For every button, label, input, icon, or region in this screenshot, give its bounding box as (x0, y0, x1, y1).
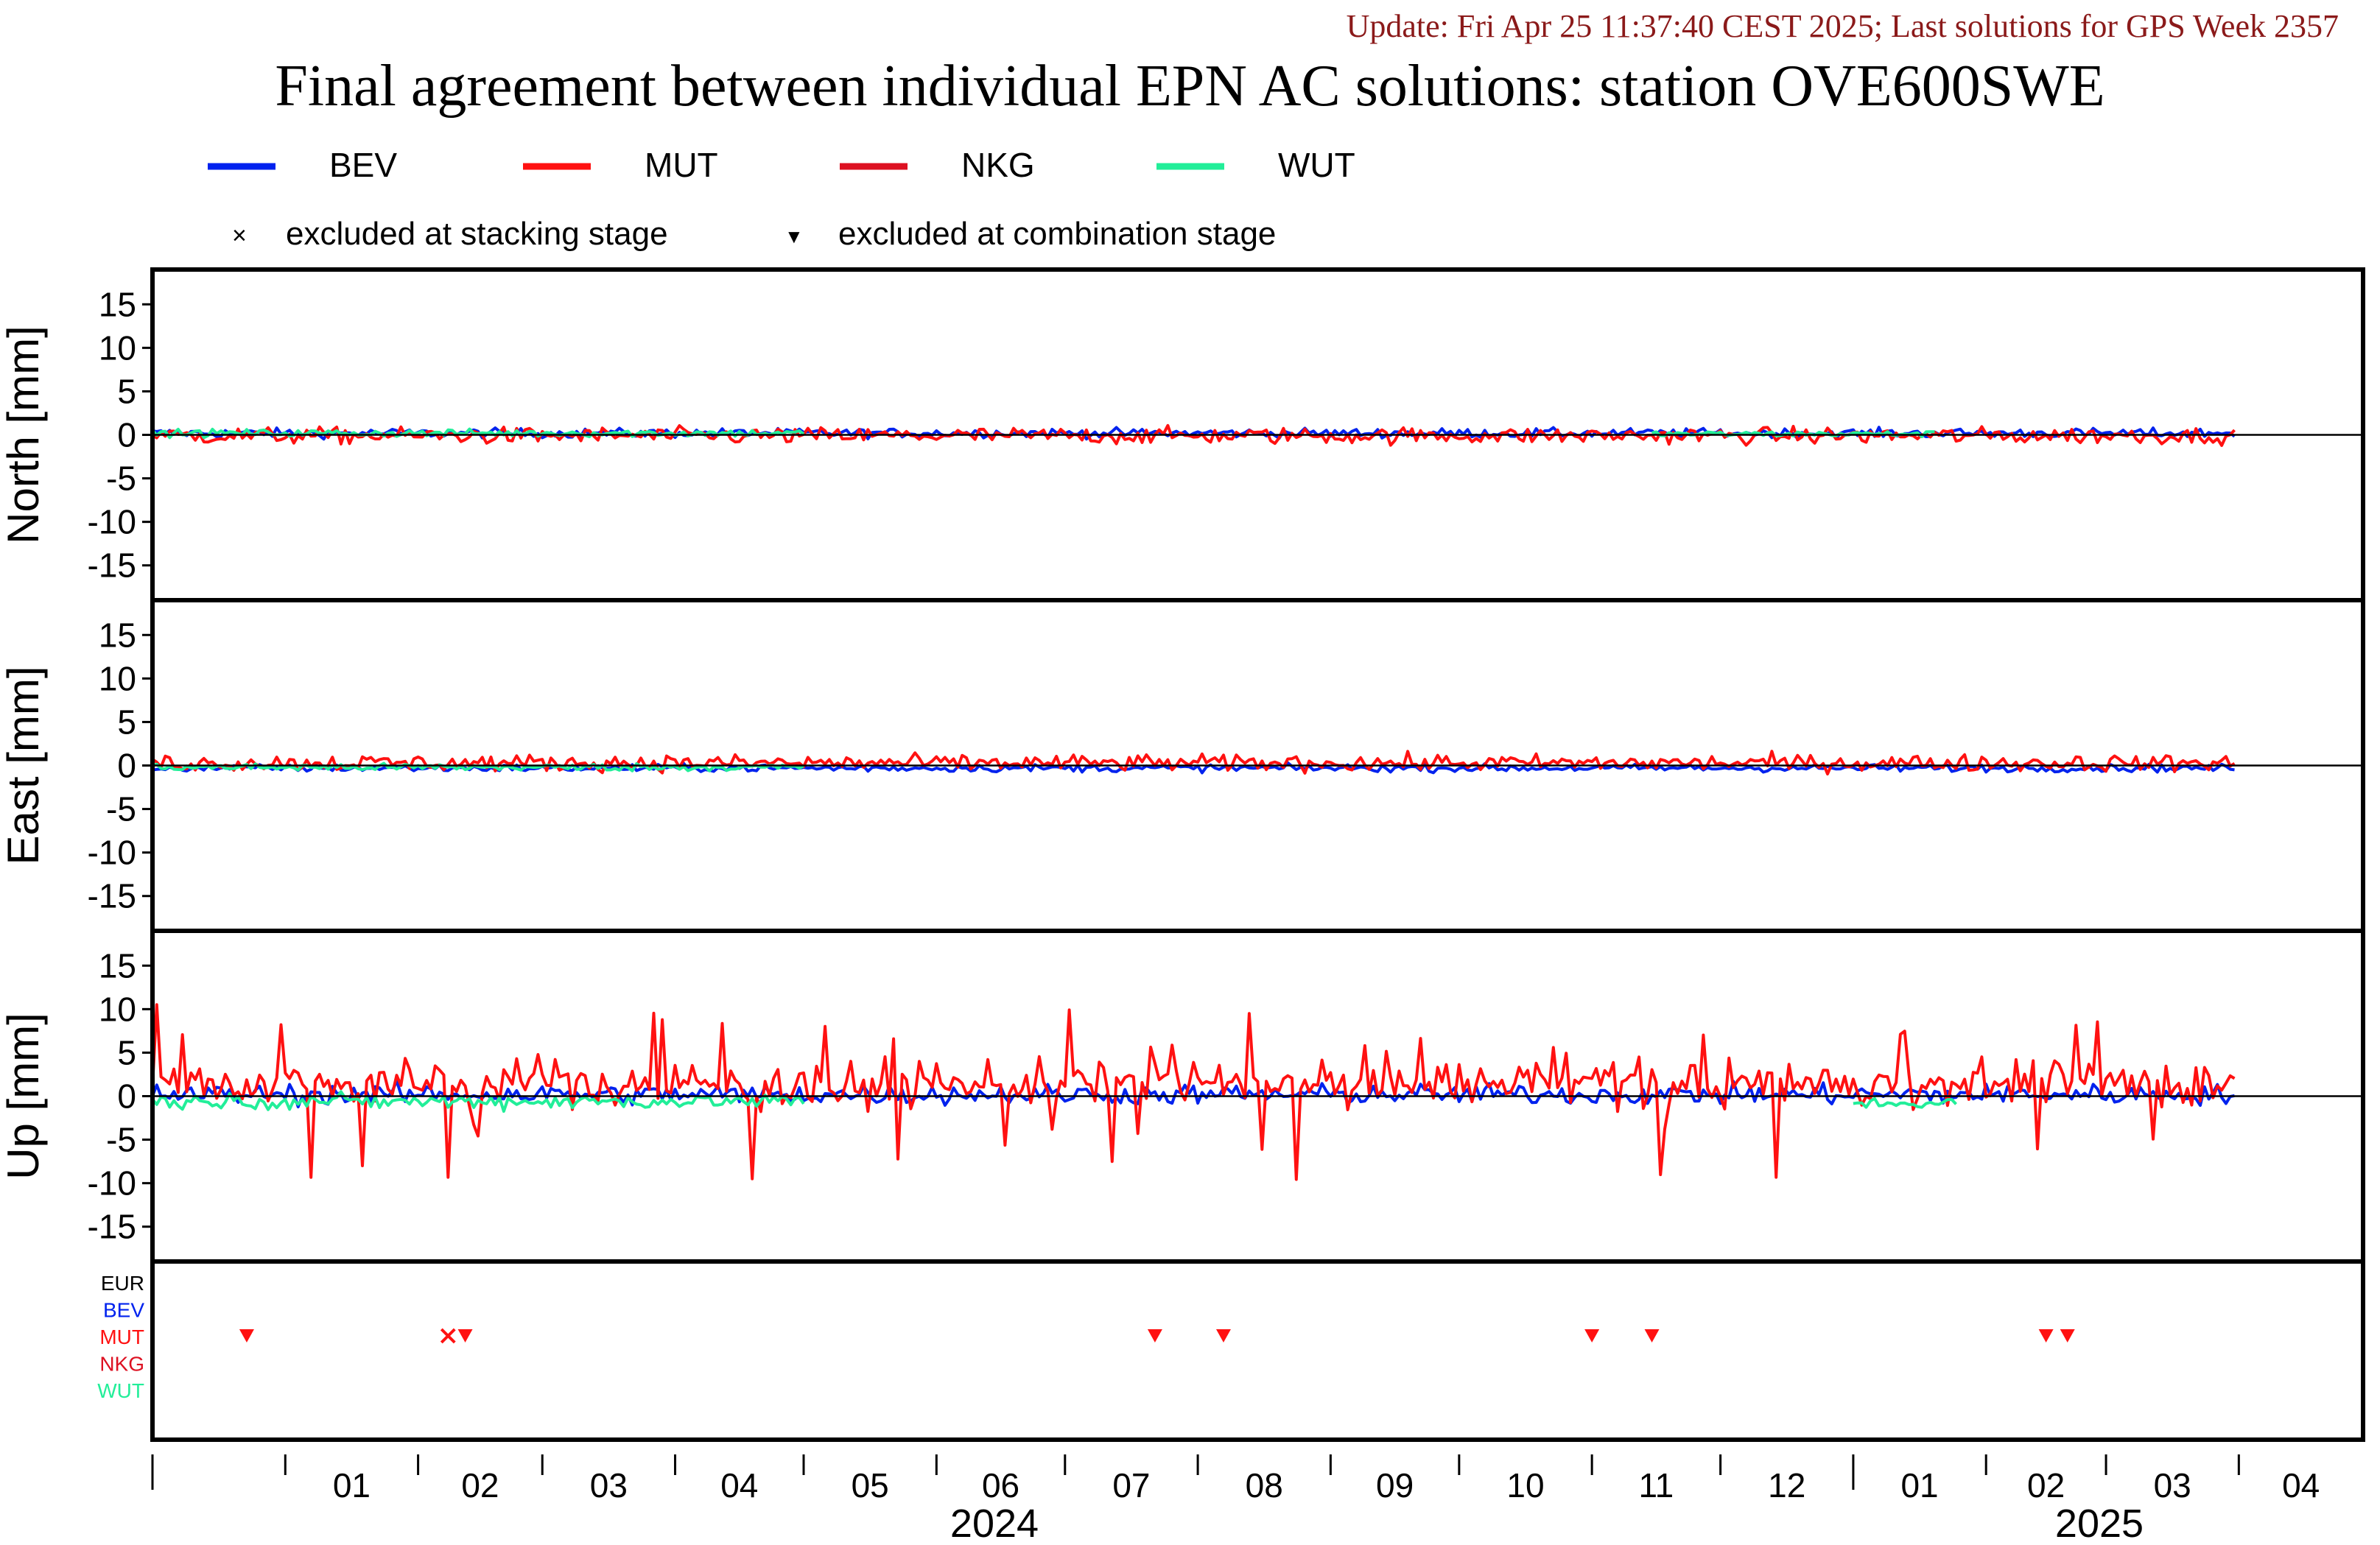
y-tick-label-east: -5 (106, 790, 136, 828)
y-tick-label-north: 15 (99, 285, 136, 323)
exclusion-marker-combination (457, 1329, 473, 1342)
x-month-label: 04 (2282, 1466, 2320, 1504)
y-axis-label-east: East [mm] (0, 666, 48, 865)
exclusion-row-label-mut: MUT (99, 1326, 144, 1348)
exclusion-marker-stacking (440, 1328, 456, 1344)
exclusion-marker-combination (239, 1329, 254, 1342)
exclusion-row-label-eur: EUR (101, 1272, 144, 1295)
exclusion-marker-combination (1147, 1329, 1162, 1342)
x-year-label-2025: 2025 (2055, 1502, 2144, 1545)
y-tick-label-east: 15 (99, 616, 136, 654)
x-month-label: 02 (2027, 1466, 2065, 1504)
x-month-label: 09 (1376, 1466, 1414, 1504)
series-line-up-wut (1853, 1097, 1957, 1109)
x-year-label-2024: 2024 (950, 1502, 1039, 1545)
legend-symbol-stacking: × (232, 222, 247, 250)
y-axis-label-north: North [mm] (0, 325, 48, 544)
y-tick-label-east: -10 (88, 834, 136, 872)
exclusion-marker-combination (2038, 1329, 2054, 1342)
y-tick-label-north: -15 (88, 546, 136, 585)
x-month-label: 01 (1900, 1466, 1938, 1504)
legend-symbol-combination: ▼ (784, 225, 804, 247)
exclusion-row-label-nkg: NKG (99, 1353, 144, 1376)
y-tick-label-up: -15 (88, 1208, 136, 1246)
y-tick-label-east: 0 (117, 747, 136, 785)
legend-label-nkg: NKG (961, 146, 1035, 184)
legend-label-mut: MUT (645, 146, 718, 184)
exclusion-row-label-wut: WUT (97, 1379, 144, 1402)
y-tick-label-north: -5 (106, 460, 136, 498)
x-month-label: 02 (461, 1466, 499, 1504)
legend-label-combination: excluded at combination stage (838, 216, 1276, 252)
x-month-label: 08 (1246, 1466, 1283, 1504)
y-tick-label-north: 5 (117, 372, 136, 410)
y-axis-label-up: Up [mm] (0, 1013, 48, 1180)
x-month-label: 04 (720, 1466, 758, 1504)
legend-label-bev: BEV (329, 146, 397, 184)
exclusion-marker-combination (1584, 1329, 1600, 1342)
x-month-label: 03 (2154, 1466, 2191, 1504)
legend-label-wut: WUT (1278, 146, 1355, 184)
chart-title: Final agreement between individual EPN A… (275, 54, 2105, 119)
x-month-label: 05 (852, 1466, 889, 1504)
x-month-label: 07 (1112, 1466, 1150, 1504)
exclusion-marker-combination (1644, 1329, 1660, 1342)
x-month-label: 11 (1638, 1466, 1674, 1504)
y-tick-label-east: 5 (117, 703, 136, 741)
y-tick-label-up: 5 (117, 1033, 136, 1071)
y-tick-label-east: 10 (99, 659, 136, 697)
y-tick-label-up: 0 (117, 1077, 136, 1116)
update-line: Update: Fri Apr 25 11:37:40 CEST 2025; L… (1346, 8, 2339, 44)
y-tick-label-up: 10 (99, 990, 136, 1028)
y-tick-label-east: -15 (88, 877, 136, 915)
exclusion-marker-combination (1215, 1329, 1231, 1342)
y-tick-label-north: 0 (117, 416, 136, 454)
x-month-label: 03 (590, 1466, 628, 1504)
y-tick-label-north: -10 (88, 503, 136, 541)
y-tick-label-up: -5 (106, 1121, 136, 1159)
x-month-label: 06 (982, 1466, 1019, 1504)
y-tick-label-up: -10 (88, 1164, 136, 1203)
y-tick-label-north: 10 (99, 328, 136, 367)
x-month-label: 10 (1506, 1466, 1544, 1504)
x-month-label: 12 (1768, 1466, 1805, 1504)
series-line-east-wut (152, 761, 804, 772)
x-month-label: 01 (333, 1466, 371, 1504)
exclusion-row-label-bev: BEV (103, 1299, 144, 1322)
legend-label-stacking: excluded at stacking stage (286, 216, 668, 252)
exclusion-marker-combination (2060, 1329, 2075, 1342)
series-line-up-wut (151, 1090, 805, 1113)
y-tick-label-up: 15 (99, 946, 136, 985)
panel-frame-exclusions (150, 1259, 2365, 1442)
